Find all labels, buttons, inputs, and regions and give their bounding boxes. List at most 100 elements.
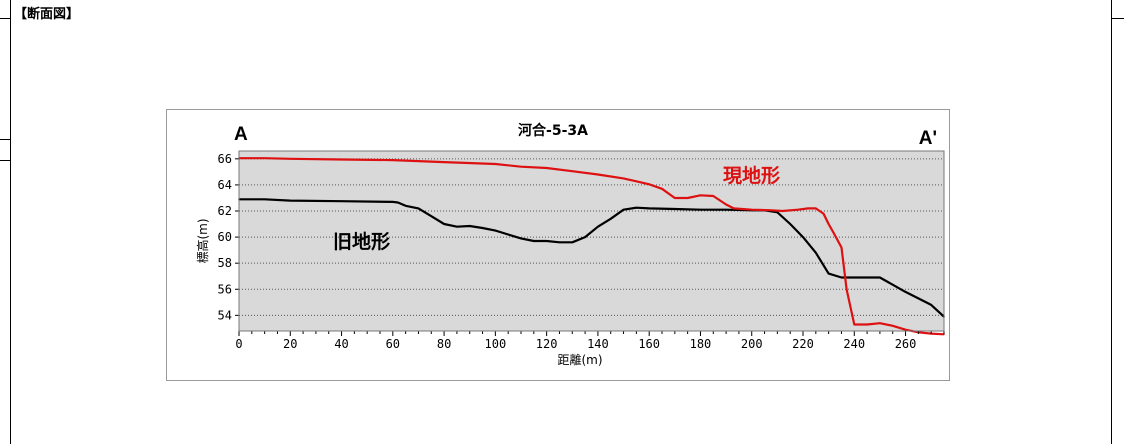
series-point-0 xyxy=(635,206,638,209)
series-point-0 xyxy=(725,208,727,211)
series-point-1 xyxy=(661,188,663,190)
y-tick-label: 54 xyxy=(218,308,232,322)
series-point-0 xyxy=(520,237,522,240)
series-line-0 xyxy=(239,198,945,318)
x-tick-label: 120 xyxy=(536,337,558,351)
series-point-1 xyxy=(289,158,292,160)
series-point-1 xyxy=(771,209,774,212)
series-point-0 xyxy=(674,208,676,210)
frame-stub-middle xyxy=(0,139,10,140)
cross-section-chart: 54 56 58 60 62 64 66 0 20 40 60 80 100 120 140 160 180 20… xyxy=(166,109,950,381)
chart-title: 河合-5-3A xyxy=(518,122,588,139)
x-axis-title: 距離(m) xyxy=(557,353,602,367)
series-point-1 xyxy=(840,246,843,249)
section-title: 【断面図】 xyxy=(14,7,80,22)
plot-area xyxy=(239,151,944,331)
frame-left-border xyxy=(10,0,11,444)
series-point-1 xyxy=(822,212,825,215)
x-tick-label: 60 xyxy=(386,337,400,351)
series-point-1 xyxy=(732,207,735,210)
y-tick-label: 66 xyxy=(218,152,232,166)
series-point-1 xyxy=(832,232,835,234)
x-tick-label: 100 xyxy=(485,337,507,351)
x-tick-label: 260 xyxy=(895,337,917,351)
series-point-1 xyxy=(443,161,445,163)
x-tick-label: 20 xyxy=(283,337,297,351)
x-tick-label: 220 xyxy=(792,337,814,351)
series-point-0 xyxy=(397,201,399,204)
series-point-0 xyxy=(404,204,407,207)
plot-frame xyxy=(238,150,945,332)
series-point-1 xyxy=(622,177,625,180)
series-point-0 xyxy=(802,236,804,238)
y-tick-label: 64 xyxy=(218,178,232,192)
series-point-1 xyxy=(797,208,799,211)
series-point-1 xyxy=(853,323,856,326)
series-point-0 xyxy=(392,201,394,203)
series-point-0 xyxy=(699,208,702,211)
series-point-0 xyxy=(840,276,843,279)
frame-stub-top xyxy=(0,18,10,19)
series-point-0 xyxy=(930,304,932,306)
series-point-1 xyxy=(781,210,784,212)
series-point-1 xyxy=(712,195,715,197)
x-tick-label: 200 xyxy=(741,337,763,351)
series-point-0 xyxy=(430,215,433,218)
series-point-0 xyxy=(597,225,599,228)
series-point-0 xyxy=(494,229,497,232)
series-point-1 xyxy=(674,197,676,199)
series-point-0 xyxy=(622,208,625,211)
series-point-1 xyxy=(263,157,266,159)
series-point-1 xyxy=(725,203,727,206)
series-point-1 xyxy=(879,322,881,324)
series-point-0 xyxy=(263,198,266,201)
series-label-old-terrain: 旧地形 xyxy=(333,230,390,253)
series-point-1 xyxy=(520,165,522,168)
series-point-0 xyxy=(879,276,881,279)
series-point-1 xyxy=(815,207,817,210)
point-a-label: A xyxy=(234,124,248,145)
series-point-1 xyxy=(340,158,343,161)
y-tick-label: 60 xyxy=(218,230,232,244)
frame-right-border xyxy=(1111,0,1112,444)
series-point-0 xyxy=(456,225,458,228)
series-point-0 xyxy=(443,223,445,225)
y-axis-title: 標高(m) xyxy=(195,218,210,263)
series-point-0 xyxy=(289,199,292,202)
series-point-0 xyxy=(481,227,484,229)
series-point-1 xyxy=(648,183,650,186)
point-a-prime-label: A' xyxy=(919,128,937,149)
series-point-1 xyxy=(891,324,894,327)
series-point-0 xyxy=(584,236,586,238)
series-point-1 xyxy=(807,207,809,210)
series-point-1 xyxy=(866,323,868,326)
x-tick-label: 160 xyxy=(638,337,660,351)
series-point-0 xyxy=(789,223,791,225)
series-point-0 xyxy=(468,225,471,227)
series-point-0 xyxy=(648,207,650,210)
series-point-0 xyxy=(827,272,830,275)
y-tick-label: 58 xyxy=(218,256,232,270)
series-point-0 xyxy=(776,211,779,214)
series-point-0 xyxy=(853,276,856,279)
y-tick-label: 62 xyxy=(218,204,232,218)
series-point-1 xyxy=(545,167,548,169)
frame-stub-right xyxy=(1112,18,1124,19)
frame-stub-bottom xyxy=(0,160,10,161)
series-point-1 xyxy=(571,170,574,173)
series-point-1 xyxy=(494,163,497,165)
series-point-0 xyxy=(507,233,509,236)
series-point-0 xyxy=(609,218,612,220)
series-point-1 xyxy=(827,223,830,225)
series-point-1 xyxy=(699,194,702,197)
series-point-1 xyxy=(392,159,394,161)
chart-svg: 54 56 58 60 62 64 66 0 20 40 60 80 100 120 140 160 180 20… xyxy=(195,122,945,367)
series-point-0 xyxy=(571,241,574,244)
x-tick-label: 180 xyxy=(690,337,712,351)
series-point-0 xyxy=(417,207,420,210)
x-tick-label: 240 xyxy=(843,337,865,351)
x-tick-label: 80 xyxy=(437,337,451,351)
series-point-1 xyxy=(686,197,689,199)
y-tick-label: 56 xyxy=(218,282,232,296)
series-point-1 xyxy=(845,288,848,291)
